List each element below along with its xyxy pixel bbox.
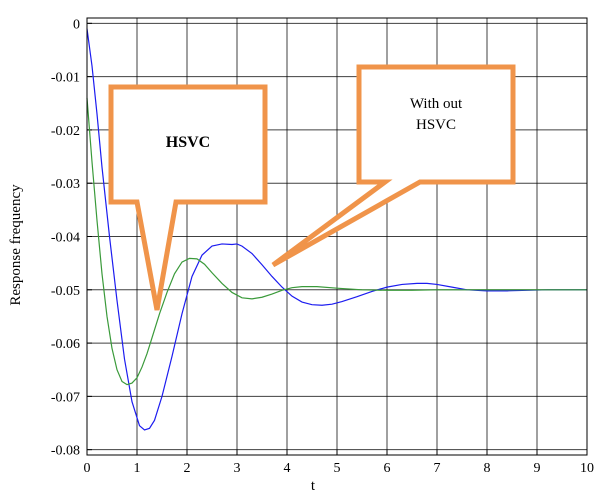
hsvc-callout: HSVC <box>108 84 268 311</box>
x-tick-label: 3 <box>234 461 241 476</box>
series-line-1 <box>86 97 587 386</box>
x-tick-label: 8 <box>484 461 491 476</box>
y-tick-label: -0.05 <box>51 284 80 299</box>
plot-border <box>86 17 588 456</box>
without-hsvc-callout-bubble <box>271 64 516 268</box>
without-hsvc-callout-label: With out HSVC <box>410 96 463 133</box>
series-line-0 <box>86 28 587 431</box>
y-tick-label: -0.07 <box>51 390 80 405</box>
x-tick-label: 6 <box>384 461 391 476</box>
y-tick-labels: 0 -0.01 -0.02 -0.03 -0.04 -0.05 -0.06 -0.07 -0.0… <box>51 17 80 458</box>
y-tick-label: -0.03 <box>51 177 80 192</box>
x-tick-label: 7 <box>434 461 441 476</box>
y-tick-label: -0.08 <box>51 444 80 459</box>
without-hsvc-label-line: With out <box>410 96 463 112</box>
x-tick-label: 10 <box>580 461 594 476</box>
series-lines <box>86 28 587 431</box>
x-axis-label: t <box>311 478 316 493</box>
x-tick-labels: 0 1 2 3 4 5 6 7 8 9 10 <box>84 461 595 476</box>
hsvc-callout-label: HSVC <box>166 134 210 151</box>
x-tick-label: 0 <box>84 461 91 476</box>
hsvc-callout-bubble <box>108 84 268 311</box>
y-tick-label: -0.02 <box>51 124 80 139</box>
x-tick-label: 5 <box>334 461 341 476</box>
plot-frame <box>86 17 588 456</box>
y-axis-label: Response frequency <box>8 184 24 306</box>
x-tick-label: 9 <box>534 461 541 476</box>
y-tick-label: 0 <box>73 17 80 32</box>
x-tick-label: 1 <box>134 461 141 476</box>
without-hsvc-callout: With out HSVC <box>271 64 516 268</box>
without-hsvc-label-line: HSVC <box>416 117 456 133</box>
x-tick-label: 4 <box>284 461 291 476</box>
y-tick-label: -0.06 <box>51 337 80 352</box>
x-tick-label: 2 <box>184 461 191 476</box>
y-tick-label: -0.04 <box>51 231 80 246</box>
y-tick-label: -0.01 <box>51 71 80 86</box>
